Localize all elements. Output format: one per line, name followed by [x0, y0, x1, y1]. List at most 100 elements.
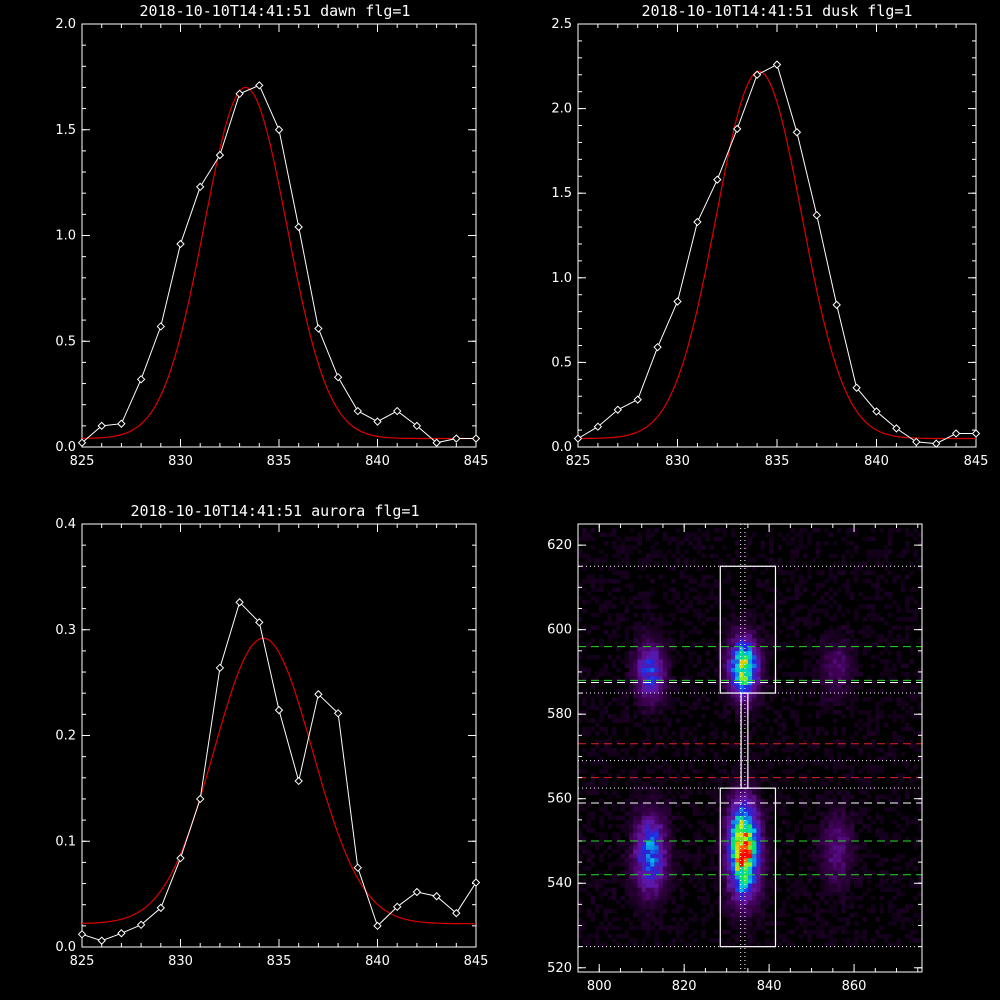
heatmap-cell — [862, 807, 867, 812]
heatmap-cell — [820, 646, 825, 652]
heatmap-cell — [841, 862, 846, 867]
heatmap-cell — [650, 769, 655, 774]
heatmap-cell — [701, 680, 706, 685]
heatmap-cell — [641, 688, 647, 694]
heatmap-cell — [650, 545, 655, 550]
heatmap-cell — [633, 638, 638, 643]
heatmap-cell — [854, 895, 859, 901]
heatmap-cell — [794, 553, 800, 559]
heatmap-cell — [777, 629, 783, 635]
heatmap-cell — [905, 701, 910, 706]
heatmap-cell — [667, 866, 672, 871]
heatmap-cell — [815, 659, 821, 664]
heatmap-cell — [658, 836, 664, 842]
heatmap-cell — [786, 832, 791, 837]
heatmap-cell — [692, 578, 698, 584]
heatmap-cell — [803, 650, 808, 656]
heatmap-cell — [790, 557, 795, 563]
heatmap-cell — [616, 617, 621, 622]
heatmap-cell — [641, 824, 647, 829]
heatmap-cell — [722, 676, 727, 681]
heatmap-cell — [616, 697, 621, 702]
heatmap-cell — [760, 883, 766, 888]
heatmap-cell — [905, 633, 910, 639]
heatmap-cell — [769, 633, 774, 639]
heatmap-cell — [811, 777, 817, 783]
heatmap-cell — [667, 701, 672, 706]
heatmap-cell — [790, 929, 795, 935]
heatmap-cell — [650, 718, 655, 723]
heatmap-cell — [798, 874, 804, 880]
heatmap-cell — [841, 836, 846, 842]
heatmap-cell — [726, 777, 732, 783]
heatmap-cell — [917, 798, 923, 804]
image-axes-frame — [577, 523, 923, 973]
heatmap-cell — [760, 828, 766, 833]
heatmap-cell — [688, 790, 693, 795]
heatmap-cell — [646, 836, 651, 842]
heatmap-cell — [849, 942, 855, 947]
dawn-fit-curve — [82, 86, 476, 440]
heatmap-cell — [590, 684, 596, 690]
heatmap-cell — [786, 824, 791, 829]
heatmap-cell — [777, 836, 783, 842]
heatmap-cell — [756, 895, 761, 901]
heatmap-cell — [811, 760, 817, 766]
heatmap-cell — [837, 874, 842, 880]
heatmap-cell — [722, 562, 727, 567]
heatmap-cell — [756, 942, 761, 947]
heatmap-cell — [662, 900, 668, 905]
heatmap-cell — [909, 617, 914, 622]
heatmap-cell — [735, 760, 740, 766]
heatmap-cell — [815, 874, 821, 880]
heatmap-cell — [624, 841, 630, 846]
heatmap-cell — [701, 693, 706, 698]
heatmap-cell — [820, 655, 825, 660]
heatmap-cell — [641, 671, 647, 677]
heatmap-cell — [582, 760, 587, 766]
heatmap-cell — [671, 895, 676, 901]
heatmap-cell — [646, 879, 651, 884]
heatmap-cell — [866, 726, 872, 732]
heatmap-cell — [743, 862, 749, 867]
heatmap-cell — [713, 866, 719, 871]
heatmap-cell — [752, 895, 757, 901]
heatmap-cell — [803, 638, 808, 643]
heatmap-cell — [743, 891, 749, 897]
heatmap-cell — [662, 650, 668, 656]
heatmap-cell — [858, 604, 863, 609]
heatmap-cell — [862, 917, 867, 922]
heatmap-cell — [696, 807, 702, 812]
dawn-data-point — [314, 324, 323, 333]
heatmap-cell — [662, 743, 668, 749]
heatmap-cell — [684, 849, 689, 854]
heatmap-cell — [709, 587, 715, 592]
heatmap-cell — [764, 891, 770, 897]
heatmap-cell — [662, 663, 668, 668]
heatmap-cell — [603, 917, 608, 922]
heatmap-cell — [849, 743, 855, 749]
heatmap-cell — [730, 853, 736, 859]
heatmap-cell — [777, 684, 783, 690]
heatmap-cell — [752, 853, 757, 859]
heatmap-cell — [747, 832, 753, 837]
heatmap-cell — [582, 938, 587, 943]
heatmap-cell — [709, 663, 715, 668]
heatmap-cell — [646, 866, 651, 871]
heatmap-cell — [849, 570, 855, 575]
heatmap-cell — [679, 600, 685, 605]
heatmap-cell — [671, 917, 676, 922]
heatmap-cell — [650, 676, 655, 681]
heatmap-cell — [824, 731, 829, 736]
heatmap-cell — [629, 802, 634, 808]
heatmap-cell — [713, 528, 719, 533]
heatmap-cell — [662, 883, 668, 888]
heatmap-cell — [752, 743, 757, 749]
heatmap-cell — [650, 824, 655, 829]
heatmap-cell — [756, 688, 761, 694]
heatmap-cell — [794, 566, 800, 571]
heatmap-cell — [730, 879, 736, 884]
heatmap-cell — [730, 798, 736, 804]
heatmap-cell — [654, 562, 659, 567]
heatmap-cell — [794, 684, 800, 690]
